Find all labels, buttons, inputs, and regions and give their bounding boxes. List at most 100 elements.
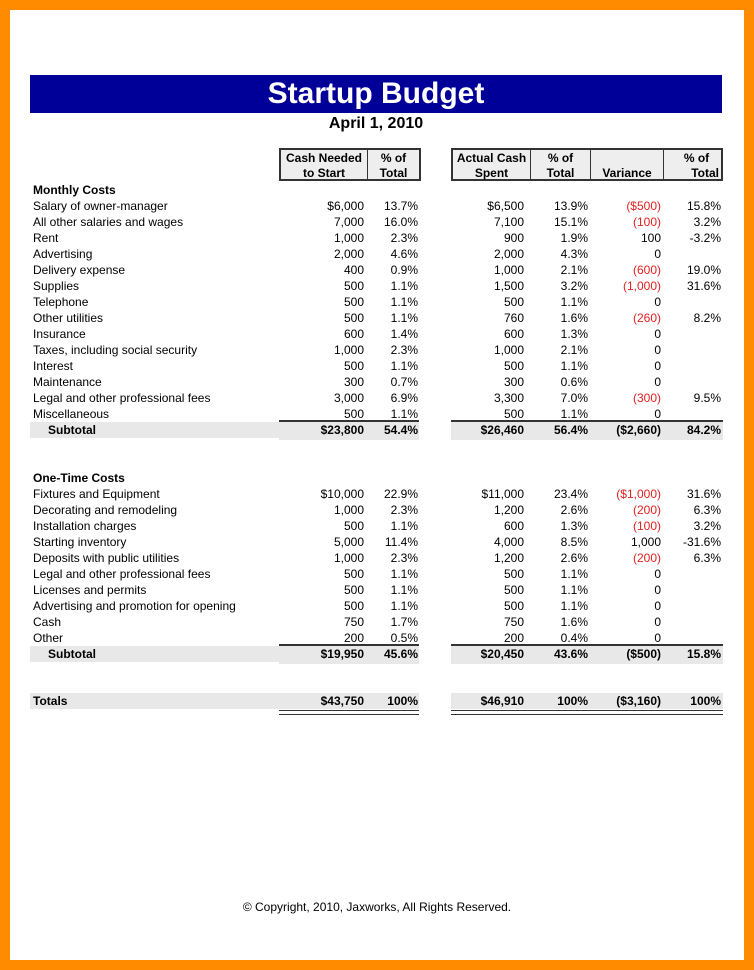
cell-pct-total-2: 100% bbox=[557, 694, 588, 708]
row-label: Decorating and remodeling bbox=[33, 503, 178, 517]
cell-pct-total-2: 2.6% bbox=[560, 551, 588, 565]
cell-pct-total-2: 1.9% bbox=[560, 231, 588, 245]
cell-pct-total-2: 1.1% bbox=[560, 295, 588, 309]
table-row: Cash 750 1.7% 750 1.6% 0 bbox=[10, 614, 744, 630]
section-heading: Monthly Costs bbox=[33, 183, 116, 197]
cell-pct-total-1: 0.5% bbox=[390, 631, 418, 645]
table-row: Delivery expense 400 0.9% 1,000 2.1% (600) 19.… bbox=[10, 262, 744, 278]
cell-cash-needed: 5,000 bbox=[333, 535, 364, 549]
cell-pct-total-2: 3.2% bbox=[560, 279, 588, 293]
cell-actual-spent: 2,000 bbox=[493, 247, 524, 261]
table-row: Licenses and permits 500 1.1% 500 1.1% 0 bbox=[10, 582, 744, 598]
cell-actual-spent: 3,300 bbox=[493, 391, 524, 405]
totals-row: Totals $43,750 100% $46,910 100% ($3,160) 100% bbox=[10, 693, 744, 715]
cell-variance: (200) bbox=[632, 503, 661, 517]
row-label: Telephone bbox=[33, 295, 89, 309]
cell-variance: 0 bbox=[654, 247, 661, 261]
row-label: Advertising and promotion for opening bbox=[33, 599, 236, 613]
cell-cash-needed: $6,000 bbox=[327, 199, 364, 213]
row-label: Installation charges bbox=[33, 519, 137, 533]
cell-pct-total-1: 100% bbox=[387, 694, 418, 708]
cell-variance: 0 bbox=[654, 599, 661, 613]
header-line: % of bbox=[683, 151, 710, 165]
cell-variance: (300) bbox=[632, 391, 661, 405]
cell-cash-needed: 400 bbox=[343, 263, 364, 277]
header-line: % of bbox=[380, 151, 407, 165]
cell-variance: 0 bbox=[654, 567, 661, 581]
cell-pct-total-1: 1.1% bbox=[390, 311, 418, 325]
row-shading bbox=[30, 422, 279, 438]
cell-pct-total-2: 1.3% bbox=[560, 327, 588, 341]
table-row: Advertising and promotion for opening 500… bbox=[10, 598, 744, 614]
cell-variance: (600) bbox=[632, 263, 661, 277]
row-label: Advertising bbox=[33, 247, 93, 261]
cell-cash-needed: 500 bbox=[343, 407, 364, 421]
cell-pct-total-3: 19.0% bbox=[686, 263, 721, 277]
cell-actual-spent: $11,000 bbox=[481, 487, 525, 501]
row-label: Subtotal bbox=[48, 647, 96, 661]
row-shading bbox=[451, 693, 723, 709]
cell-pct-total-1: 2.3% bbox=[390, 231, 418, 245]
cell-actual-spent: 900 bbox=[503, 231, 524, 245]
cell-variance: ($500) bbox=[626, 199, 661, 213]
row-label: All other salaries and wages bbox=[33, 215, 184, 229]
cell-cash-needed: 200 bbox=[343, 631, 364, 645]
cell-pct-total-3: 6.3% bbox=[693, 503, 721, 517]
cell-pct-total-2: 2.1% bbox=[560, 263, 588, 277]
cell-cash-needed: 1,000 bbox=[333, 231, 364, 245]
row-shading bbox=[279, 644, 419, 664]
cell-actual-spent: 7,100 bbox=[493, 215, 524, 229]
cell-cash-needed: $43,750 bbox=[320, 694, 364, 708]
cell-actual-spent: 760 bbox=[503, 311, 524, 325]
cell-variance: 0 bbox=[654, 375, 661, 389]
table-row: Telephone 500 1.1% 500 1.1% 0 bbox=[10, 294, 744, 310]
table-row: Salary of owner-manager $6,000 13.7% $6,500… bbox=[10, 198, 744, 214]
cell-actual-spent: 200 bbox=[503, 631, 524, 645]
table-row: Taxes, including social security 1,000 2.3… bbox=[10, 342, 744, 358]
cell-pct-total-3: 31.6% bbox=[686, 279, 721, 293]
cell-pct-total-1: 2.3% bbox=[390, 503, 418, 517]
header-line: to Start bbox=[303, 166, 345, 180]
row-shading bbox=[451, 420, 723, 440]
cell-pct-total-3: 9.5% bbox=[693, 391, 721, 405]
one-time-costs-heading: One-Time Costs bbox=[10, 470, 744, 486]
cell-cash-needed: 1,000 bbox=[333, 551, 364, 565]
header-line: Spent bbox=[474, 166, 509, 180]
cell-variance: 100 bbox=[640, 231, 661, 245]
header-line: Total bbox=[691, 166, 719, 180]
cell-pct-total-1: 54.4% bbox=[383, 423, 418, 437]
cell-cash-needed: 300 bbox=[343, 375, 364, 389]
cell-pct-total-2: 2.1% bbox=[560, 343, 588, 357]
cell-cash-needed: 7,000 bbox=[333, 215, 364, 229]
cell-variance: (100) bbox=[632, 519, 661, 533]
header-actual-cash: Actual Cash Spent bbox=[453, 150, 531, 180]
cell-cash-needed: $10,000 bbox=[320, 487, 364, 501]
header-cash-needed: Cash Needed to Start bbox=[281, 150, 368, 180]
row-label: Licenses and permits bbox=[33, 583, 147, 597]
table-row: Deposits with public utilities 1,000 2.3% 1… bbox=[10, 550, 744, 566]
cell-pct-total-2: 1.1% bbox=[560, 583, 588, 597]
cell-pct-total-1: 1.1% bbox=[390, 295, 418, 309]
cell-pct-total-3: -31.6% bbox=[682, 535, 721, 549]
cell-variance: ($3,160) bbox=[616, 694, 661, 708]
cell-pct-total-2: 43.6% bbox=[553, 647, 588, 661]
header-pct-total-1: % of Total bbox=[368, 150, 419, 180]
cell-pct-total-2: 1.3% bbox=[560, 519, 588, 533]
cell-cash-needed: 2,000 bbox=[333, 247, 364, 261]
cell-pct-total-3: 100% bbox=[690, 694, 721, 708]
budget-page: Startup Budget April 1, 2010 Cash Needed… bbox=[10, 10, 744, 960]
cell-pct-total-2: 1.6% bbox=[560, 311, 588, 325]
cell-cash-needed: 500 bbox=[343, 519, 364, 533]
row-label: Maintenance bbox=[33, 375, 102, 389]
cell-variance: (100) bbox=[632, 215, 661, 229]
table-row: Rent 1,000 2.3% 900 1.9% 100 -3.2% bbox=[10, 230, 744, 246]
header-pct-total-2: % of Total bbox=[531, 150, 591, 180]
cell-actual-spent: 1,200 bbox=[493, 503, 524, 517]
table-row: Maintenance 300 0.7% 300 0.6% 0 bbox=[10, 374, 744, 390]
row-shading bbox=[279, 420, 419, 440]
header-pct-total-3: % of Total bbox=[664, 150, 721, 180]
cell-actual-spent: 500 bbox=[503, 567, 524, 581]
cell-cash-needed: $19,950 bbox=[320, 647, 364, 661]
table-row: Miscellaneous 500 1.1% 500 1.1% 0 bbox=[10, 406, 744, 422]
cell-pct-total-1: 0.7% bbox=[390, 375, 418, 389]
